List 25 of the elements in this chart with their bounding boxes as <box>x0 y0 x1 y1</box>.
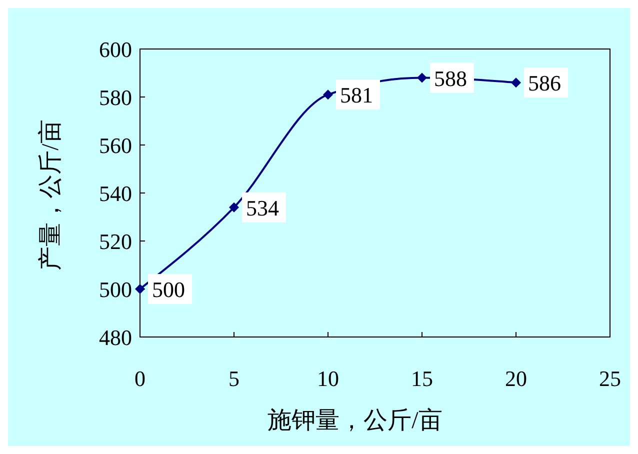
y-tick-label: 600 <box>99 37 132 62</box>
x-tick-label: 15 <box>411 366 433 391</box>
y-tick-label: 560 <box>99 133 132 158</box>
point <box>323 90 333 100</box>
point <box>135 284 145 294</box>
x-tick-label: 5 <box>228 366 240 391</box>
y-tick-label: 520 <box>99 229 132 254</box>
y-tick-label: 500 <box>99 277 132 302</box>
y-axis-title: 产量，公斤/亩 <box>37 120 64 270</box>
data-label: 581 <box>340 82 373 108</box>
x-tick-label: 20 <box>505 366 527 391</box>
y-tick-label: 580 <box>99 85 132 110</box>
y-tick-label: 480 <box>99 325 132 350</box>
data-label: 534 <box>246 195 279 220</box>
x-tick-label: 0 <box>134 366 146 391</box>
data-label: 500 <box>152 277 185 302</box>
x-tick-label: 10 <box>317 366 339 391</box>
x-axis-title: 施钾量，公斤/亩 <box>268 407 442 434</box>
data-label: 586 <box>528 70 561 96</box>
y-tick-label: 540 <box>99 181 132 206</box>
point <box>417 72 427 83</box>
data-label: 588 <box>434 66 467 91</box>
point <box>229 202 239 212</box>
point <box>511 78 521 88</box>
x-tick-label: 25 <box>599 366 621 391</box>
